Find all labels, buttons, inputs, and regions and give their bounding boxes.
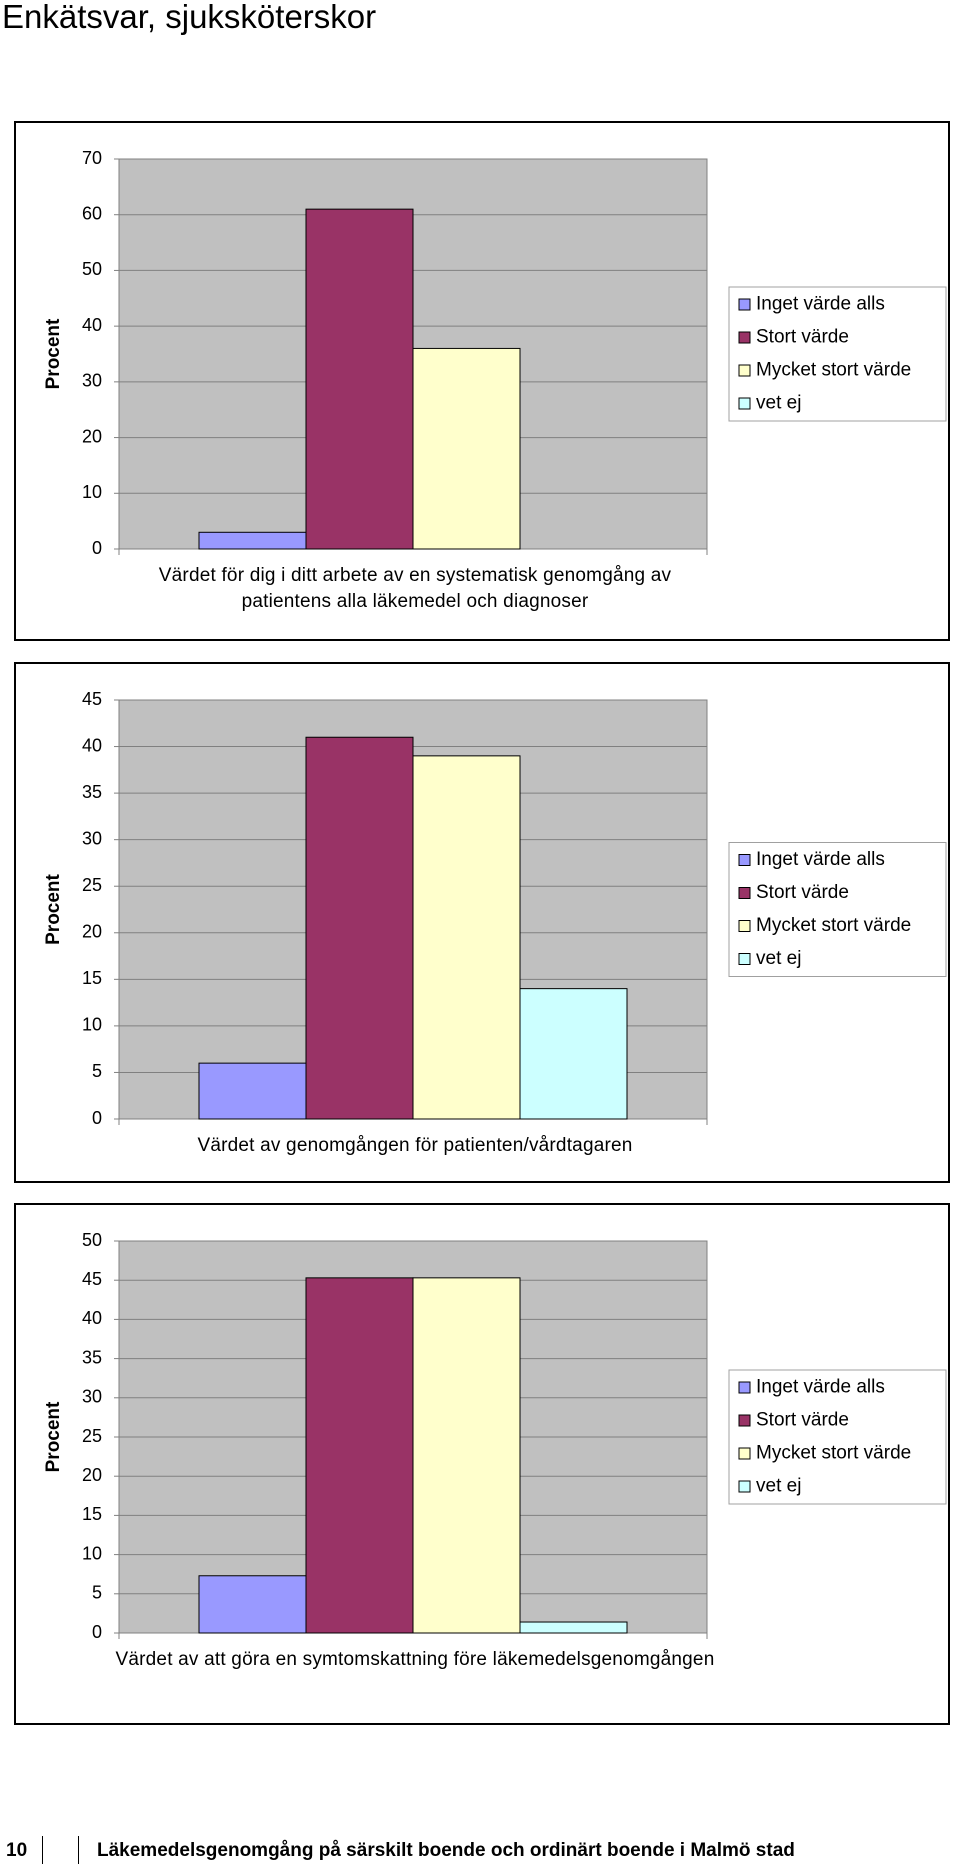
x-category-label: Värdet av genomgången för patienten/vård… [197, 1135, 633, 1156]
legend-label: vet ej [756, 393, 801, 414]
chart-panel: 0 5 10 15 20 25 30 35 40 45 50 Procent Inget värde a… [14, 1203, 950, 1725]
bar [198, 531, 307, 550]
separator [78, 1836, 79, 1864]
chart: 0 5 10 15 20 25 30 35 40 45 Procent Inget värde all… [43, 689, 947, 1128]
bar [519, 1621, 628, 1634]
y-tick-label: 50 [82, 259, 102, 279]
footer-text: Läkemedelsgenomgång på särskilt boende o… [97, 1840, 795, 1861]
y-tick-label: 45 [82, 689, 102, 709]
footer: 10 Läkemedelsgenomgång på särskilt boend… [0, 1836, 960, 1866]
chart-panel: 0 5 10 15 20 25 30 35 40 45 Procent Inget värde all… [14, 662, 950, 1183]
x-category-label: Värdet av att göra en symtomskattning fö… [115, 1649, 715, 1670]
legend-box [728, 842, 947, 977]
legend-box [728, 1369, 947, 1505]
legend-label: Stort värde [756, 882, 849, 903]
legend-label: Stort värde [756, 1410, 849, 1431]
y-tick-label: 30 [82, 828, 102, 848]
legend-label: Mycket stort värde [756, 1443, 911, 1464]
legend-label: Mycket stort värde [756, 360, 911, 381]
chart-panel: 0 10 20 30 40 50 60 70 Procent Inget värde alls St… [14, 121, 950, 641]
y-tick-label: 50 [82, 1230, 102, 1250]
y-tick-label: 0 [92, 1622, 102, 1642]
y-tick-label: 40 [82, 1308, 102, 1328]
y-tick-label: 20 [82, 426, 102, 446]
legend-label: Inget värde alls [756, 294, 885, 315]
legend-swatch [738, 364, 751, 377]
bar [412, 347, 521, 550]
separator [42, 1836, 43, 1864]
bar [305, 736, 414, 1120]
y-tick-label: 30 [82, 371, 102, 391]
bar [412, 1277, 521, 1634]
page-number: 10 [6, 1840, 28, 1861]
y-tick-label: 15 [82, 968, 102, 988]
y-axis-label: Procent [43, 1401, 64, 1472]
legend-label: Inget värde alls [756, 849, 885, 870]
y-tick-label: 0 [92, 1108, 102, 1128]
legend-swatch [738, 1414, 751, 1427]
legend-label: vet ej [756, 1476, 801, 1497]
bar [412, 755, 521, 1120]
chart: 0 10 20 30 40 50 60 70 Procent Inget värde alls St… [43, 148, 947, 558]
legend-label: Stort värde [756, 327, 849, 348]
y-tick-label: 20 [82, 922, 102, 942]
bar [305, 208, 414, 550]
y-tick-label: 70 [82, 148, 102, 168]
y-tick-label: 45 [82, 1269, 102, 1289]
legend-swatch [738, 1447, 751, 1460]
y-tick-label: 0 [92, 538, 102, 558]
legend-swatch [738, 1381, 751, 1394]
y-tick-label: 5 [92, 1061, 102, 1081]
bar [519, 988, 628, 1120]
legend-swatch [738, 397, 751, 410]
legend-swatch [738, 298, 751, 311]
bar [198, 1575, 307, 1634]
y-tick-label: 40 [82, 315, 102, 335]
y-tick-label: 10 [82, 1015, 102, 1035]
y-axis-label: Procent [43, 873, 64, 944]
y-tick-label: 25 [82, 1426, 102, 1446]
y-tick-label: 30 [82, 1387, 102, 1407]
legend-swatch [738, 331, 751, 344]
y-tick-label: 60 [82, 203, 102, 223]
legend-swatch [738, 1480, 751, 1493]
x-category-label: Värdet för dig i ditt arbete av en syste… [158, 565, 672, 612]
y-tick-label: 25 [82, 875, 102, 895]
legend-swatch [738, 854, 751, 866]
y-tick-label: 5 [92, 1583, 102, 1603]
y-tick-label: 35 [82, 1347, 102, 1367]
bar [198, 1062, 307, 1120]
y-tick-label: 20 [82, 1465, 102, 1485]
bar [305, 1277, 414, 1634]
y-tick-label: 40 [82, 735, 102, 755]
legend-swatch [738, 953, 751, 965]
legend-swatch [738, 887, 751, 899]
y-tick-label: 10 [82, 1543, 102, 1563]
y-tick-label: 10 [82, 482, 102, 502]
y-tick-label: 35 [82, 782, 102, 802]
legend-label: Mycket stort värde [756, 915, 911, 936]
page-title: Enkätsvar, sjuksköterskor [2, 0, 377, 35]
chart: 0 5 10 15 20 25 30 35 40 45 50 Procent Inget värde a… [43, 1230, 947, 1642]
legend-label: Inget värde alls [756, 1377, 885, 1398]
legend-label: vet ej [756, 948, 801, 969]
legend-swatch [738, 920, 751, 932]
y-tick-label: 15 [82, 1504, 102, 1524]
legend-box [728, 286, 947, 422]
y-axis-label: Procent [43, 318, 64, 389]
